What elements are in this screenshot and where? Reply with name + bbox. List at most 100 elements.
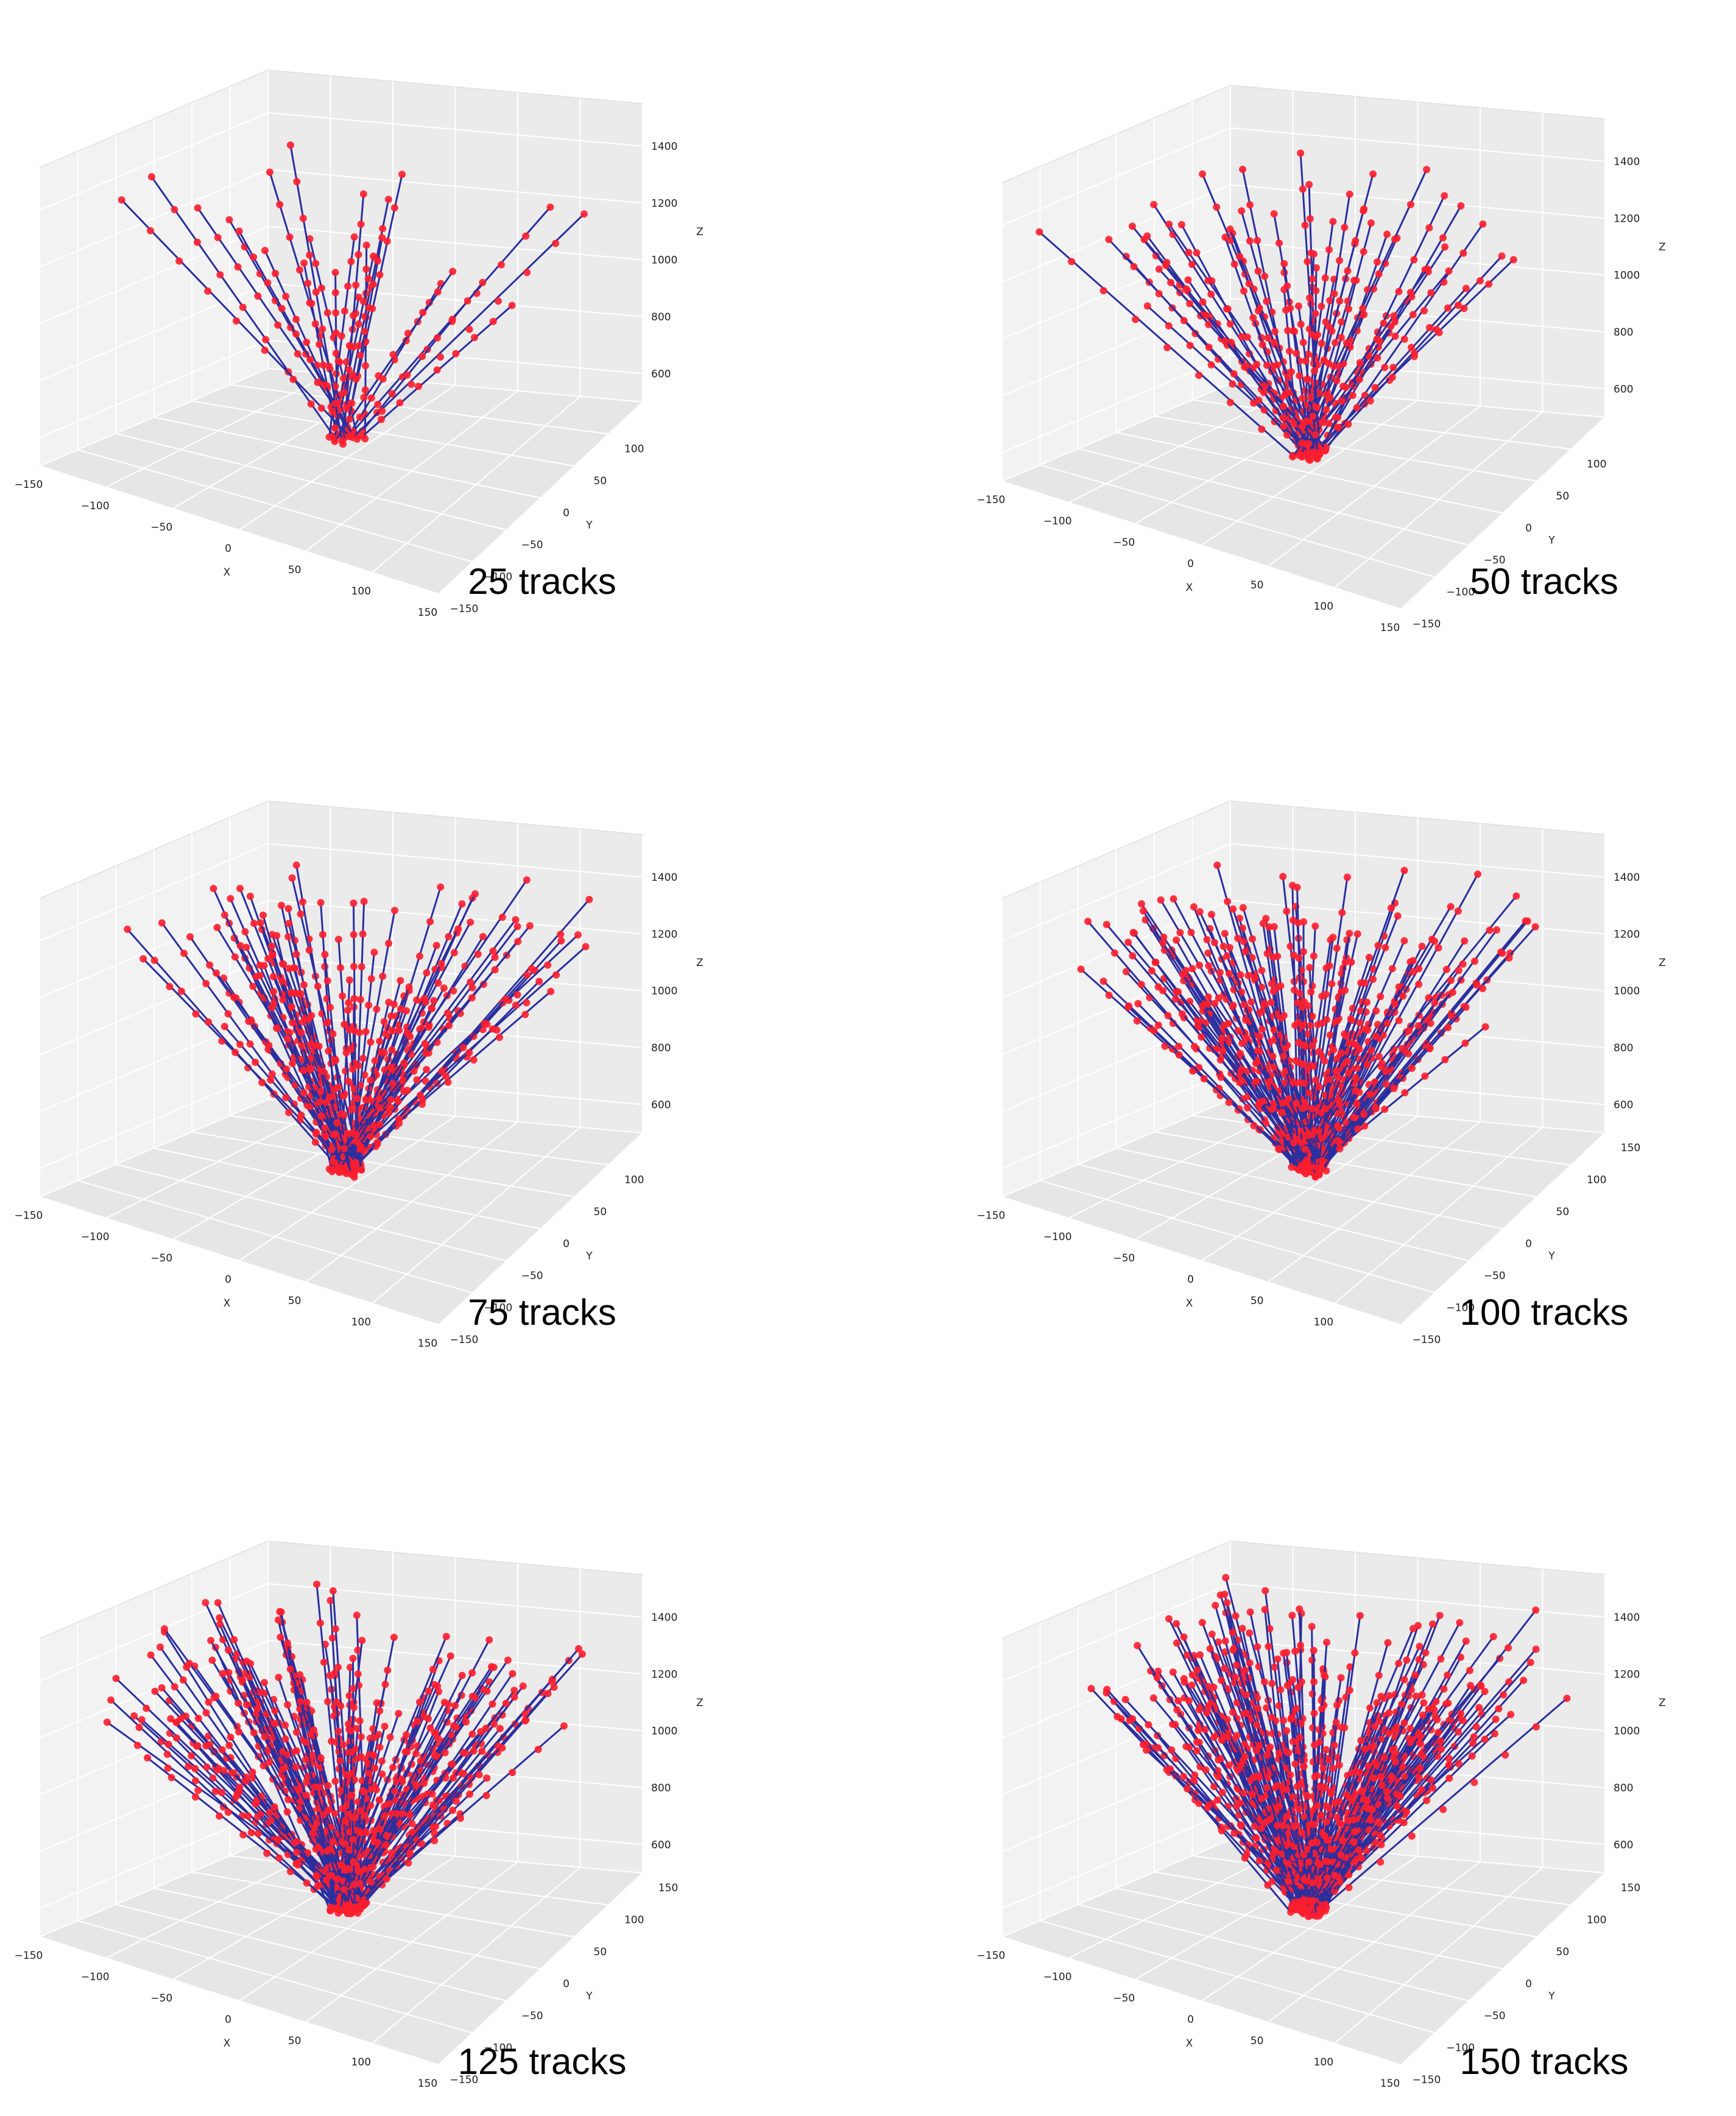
hit-point [1260, 1000, 1268, 1007]
hit-point [1242, 1016, 1250, 1024]
hit-point [1211, 1000, 1219, 1007]
hit-point [1329, 217, 1337, 225]
hit-point [150, 956, 158, 964]
hit-point [339, 992, 347, 1000]
hit-point [337, 1861, 345, 1869]
hit-point [1213, 861, 1221, 869]
hit-point [242, 1777, 250, 1785]
y-tick-label: 0 [1525, 1978, 1532, 1991]
z-tick-label: 1400 [651, 1612, 677, 1624]
hit-point [420, 1779, 428, 1787]
hit-point [345, 999, 353, 1007]
hit-point [1441, 243, 1449, 251]
hit-point [225, 1668, 233, 1676]
hit-point [1208, 1631, 1216, 1638]
hit-point [370, 1733, 378, 1741]
hit-point [1410, 256, 1418, 264]
hit-point [1283, 431, 1291, 439]
hit-point [1361, 1122, 1369, 1130]
hit-point [302, 1738, 310, 1746]
hit-point [1390, 1085, 1398, 1093]
hit-point [112, 1674, 120, 1682]
hit-point [1239, 166, 1247, 174]
hit-point [1369, 965, 1377, 973]
y-tick-label: −50 [521, 1270, 543, 1282]
hit-point [1308, 1012, 1316, 1020]
hit-point [1295, 954, 1303, 962]
hit-point [1509, 256, 1517, 264]
hit-point [1471, 957, 1479, 965]
hit-point [367, 1802, 375, 1810]
hit-point [1122, 968, 1130, 976]
hit-point [1191, 1066, 1199, 1074]
hit-point [1180, 317, 1188, 325]
hit-point [281, 1735, 289, 1743]
hit-point [1159, 939, 1167, 947]
wall-grid-z [1001, 842, 1606, 942]
hit-point [523, 269, 531, 277]
hit-point [325, 1047, 333, 1055]
hit-point [398, 171, 406, 178]
hit-point [358, 1637, 366, 1645]
hit-point [1454, 907, 1462, 915]
hit-point [266, 168, 273, 176]
hit-point [1420, 307, 1428, 315]
hit-point [323, 1847, 331, 1855]
hit-point [282, 292, 290, 300]
hit-point [367, 975, 375, 982]
hit-point [206, 961, 214, 969]
hit-point [1236, 253, 1244, 261]
hit-point [1297, 149, 1305, 157]
hit-point [172, 1718, 180, 1726]
hit-point [308, 1065, 316, 1073]
hit-point [1472, 1723, 1480, 1731]
hit-point [297, 1111, 305, 1119]
hit-point [179, 1676, 187, 1684]
hit-point [334, 936, 342, 943]
y-tick-label: 100 [1587, 1914, 1606, 1927]
hit-point [1406, 200, 1414, 208]
hit-point [146, 227, 154, 235]
hit-point [224, 1646, 232, 1654]
hit-point [1315, 1048, 1323, 1056]
hit-point [347, 1045, 355, 1053]
hit-point [1268, 1106, 1276, 1113]
hit-point [1283, 389, 1291, 397]
hit-point [1501, 1751, 1509, 1759]
hit-point [1457, 202, 1465, 210]
hit-point [434, 1682, 442, 1690]
hit-point [356, 413, 364, 421]
hit-point [253, 1705, 261, 1713]
hit-point [205, 1698, 213, 1706]
hit-point [336, 1163, 344, 1171]
hit-point [1325, 1075, 1333, 1083]
hit-point [300, 259, 308, 267]
hit-point [513, 991, 521, 999]
hit-point [350, 1704, 358, 1712]
hit-point [270, 1803, 278, 1811]
hit-point [348, 1099, 356, 1107]
hit-point [382, 1130, 390, 1138]
floor-grid-y [153, 1148, 541, 1230]
hit-point [1249, 314, 1257, 322]
x-tick-label: 150 [1380, 622, 1400, 634]
hit-point [1226, 398, 1234, 406]
hit-point [1143, 232, 1151, 240]
hit-point [1236, 1079, 1244, 1087]
floor-grid-y [1078, 448, 1469, 546]
hit-point [1195, 372, 1203, 379]
hit-point [415, 383, 423, 390]
hit-point [1410, 350, 1418, 358]
hit-point [1408, 344, 1416, 351]
hit-point [467, 978, 475, 986]
hit-point [268, 1004, 276, 1012]
hit-point [1388, 965, 1396, 973]
hit-point [1137, 900, 1145, 908]
hit-point [1400, 867, 1408, 875]
hit-point [1445, 267, 1453, 275]
hit-point [1296, 1605, 1304, 1613]
floor-grid-y [153, 1888, 541, 1970]
hit-point [1427, 289, 1435, 297]
hit-point [1445, 1774, 1453, 1782]
hit-point [412, 1750, 420, 1758]
